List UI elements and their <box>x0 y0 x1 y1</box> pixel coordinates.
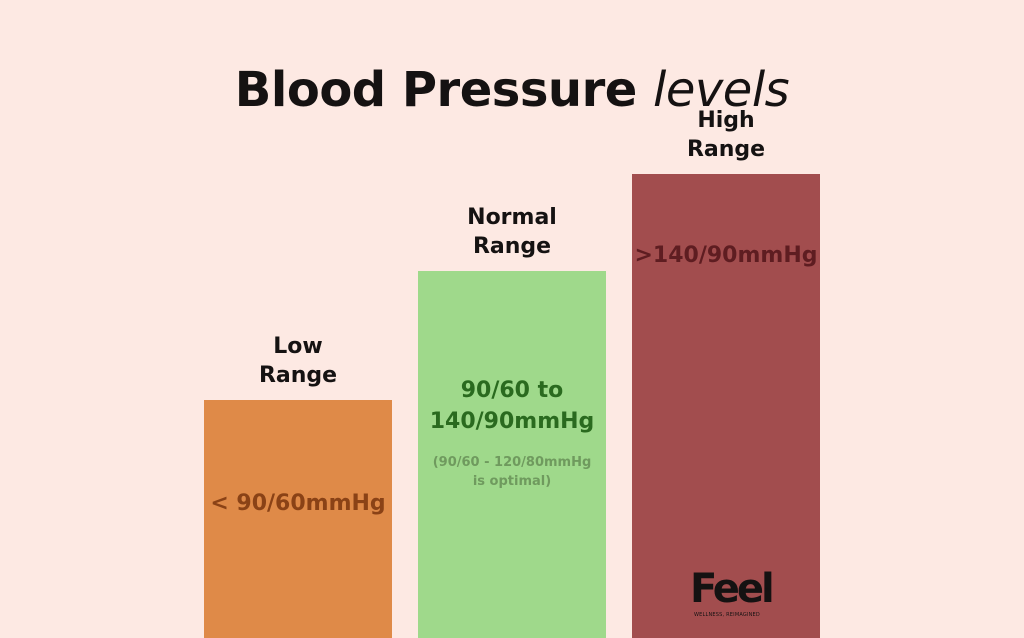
category-label-line1: High <box>697 108 755 133</box>
optimal-note-line2: is optimal) <box>472 474 552 489</box>
category-label-line2: Range <box>472 234 552 259</box>
title-main: Blood Pressure <box>234 62 638 118</box>
value-text-normal-line1: 90/60 to <box>460 378 564 403</box>
registered-mark: ® <box>764 587 770 594</box>
value-label-high: >140/90mmHg <box>632 240 820 271</box>
value-label-low: < 90/60mmHg <box>204 488 392 519</box>
value-text-normal-line2: 140/90mmHg <box>429 409 595 434</box>
bar-low-range <box>204 400 392 638</box>
title-emphasis: levels <box>653 62 790 118</box>
logo-tagline: WELLNESS, REIMAGINED <box>694 612 760 618</box>
category-label-normal: Normal Range <box>418 203 606 261</box>
category-label-low: Low Range <box>204 332 392 390</box>
bar-high-range <box>632 174 820 638</box>
value-text-high: >140/90mmHg <box>634 243 818 268</box>
category-label-line1: Normal <box>467 205 557 230</box>
category-label-high: High Range <box>632 106 820 164</box>
value-text-low: < 90/60mmHg <box>210 491 386 516</box>
category-label-line2: Range <box>258 363 338 388</box>
category-label-line2: Range <box>686 137 766 162</box>
value-label-normal: 90/60 to 140/90mmHg (90/60 - 120/80mmHg … <box>418 375 606 491</box>
feel-logo: Feel ® WELLNESS, REIMAGINED <box>690 568 775 618</box>
category-label-line1: Low <box>273 334 323 359</box>
logo-wordmark: Feel ® <box>690 568 775 610</box>
optimal-note-line1: (90/60 - 120/80mmHg <box>432 455 592 470</box>
logo-word: Feel <box>690 566 775 612</box>
chart-title: Blood Pressure levels <box>0 58 1024 122</box>
bar-normal-range <box>418 271 606 638</box>
